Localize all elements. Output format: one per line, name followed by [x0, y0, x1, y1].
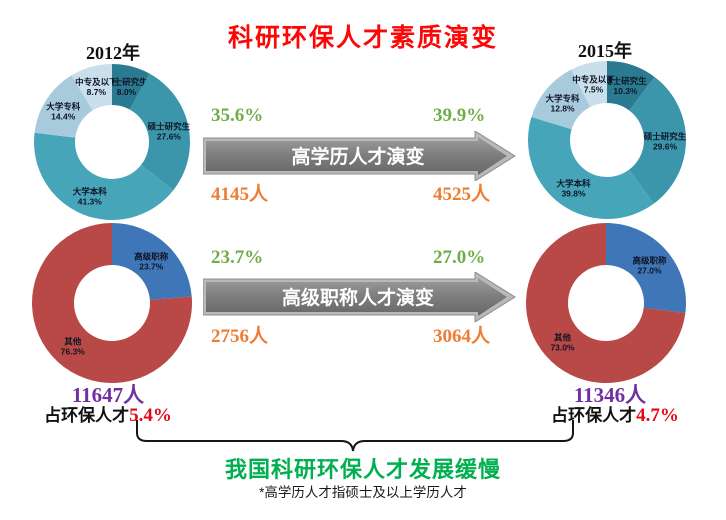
title-arrow-label: 高级职称人才演变	[282, 286, 434, 309]
slice-硕士研究生	[129, 73, 190, 191]
share-line-2015: 占环保人才4.7%	[520, 401, 710, 427]
year-label-2015: 2015年	[578, 41, 632, 61]
footnote-text: *高学历人才指硕士及以上学历人才	[259, 485, 467, 500]
slice-大学本科	[33, 132, 174, 220]
slice-label: 硕士研究生 29.6%	[644, 131, 687, 151]
slice-label: 大学本科 41.3%	[73, 187, 108, 207]
edu-pct-2012: 35.6%	[211, 105, 264, 126]
edu-count-2012: 4145人	[211, 184, 269, 205]
slice-中专及以下	[71, 64, 112, 111]
donut-chart-education-2012: 博士研究生 8.0% 硕士研究生 27.6% 大学本科 41.3% 大学专科 14.4% 中专及…	[33, 64, 191, 220]
donut-chart-education-2015: 博士研究生 10.3% 硕士研究生 29.6% 大学本科 39.8% 大学专科 12.8%中专…	[528, 61, 687, 220]
slice-大学专科	[531, 69, 591, 130]
slice-博士研究生	[607, 61, 655, 111]
year-label-2012: 2012年	[86, 43, 140, 63]
share-pct-2012: 5.4%	[129, 405, 172, 426]
slice-label: 其他 76.3%	[61, 337, 86, 357]
slice-中专及以下	[571, 61, 607, 108]
title-pct-2012: 23.7%	[211, 247, 264, 268]
title-count-2015: 3064人	[433, 326, 491, 347]
slice-其他	[526, 223, 686, 383]
slice-label: 硕士研究生 27.6%	[148, 121, 191, 141]
share-label-2015: 占环保人才	[551, 406, 637, 425]
page-title: 科研环保人才素质演变	[227, 24, 498, 52]
total-count-2015: 11346人	[573, 383, 647, 407]
share-line-2012: 占环保人才5.4%	[13, 401, 203, 427]
slice-label: 中专及以下 7.5%	[572, 75, 615, 95]
slice-label: 中专及以下 8.7%	[75, 77, 118, 97]
slice-label: 高级职称 23.7%	[134, 251, 169, 271]
slice-label: 博士研究生 8.0%	[105, 77, 148, 97]
edu-pct-2015: 39.9%	[433, 105, 486, 126]
slice-label: 大学专科 12.8%	[546, 94, 581, 114]
donut-chart-title-2015: 高级职称 27.0% 其他 73.0%	[526, 223, 686, 383]
arrow-body	[206, 137, 507, 175]
edu-arrow-label: 高学历人才演变	[291, 145, 424, 168]
edu-evolution-arrow: 高学历人才演变	[203, 131, 516, 181]
share-pct-2015: 4.7%	[636, 405, 679, 426]
slice-硕士研究生	[628, 76, 686, 204]
slice-label: 其他 73.0%	[550, 332, 575, 352]
title-evolution-arrow: 高级职称人才演变	[203, 272, 516, 322]
slice-大学专科	[34, 75, 93, 138]
slice-label: 博士研究生 10.3%	[604, 76, 647, 96]
share-label-2012: 占环保人才	[44, 406, 130, 425]
slice-label: 大学本科 39.8%	[556, 178, 591, 198]
slice-其他	[32, 223, 193, 383]
slice-label: 高级职称 27.0%	[632, 256, 667, 276]
conclusion-text: 我国科研环保人才发展缓慢	[224, 457, 501, 482]
title-pct-2015: 27.0%	[433, 247, 486, 268]
slice-高级职称	[606, 223, 686, 314]
slice-高级职称	[112, 223, 192, 300]
edu-count-2015: 4525人	[433, 184, 491, 205]
slice-大学本科	[528, 117, 654, 220]
donut-chart-title-2012: 高级职称 23.7% 其他 76.3%	[32, 223, 193, 383]
arrow-body	[206, 278, 507, 316]
slice-博士研究生	[112, 64, 150, 110]
slice-label: 大学专科 14.4%	[46, 102, 81, 122]
title-count-2012: 2756人	[211, 326, 269, 347]
total-count-2012: 11647人	[71, 383, 145, 407]
